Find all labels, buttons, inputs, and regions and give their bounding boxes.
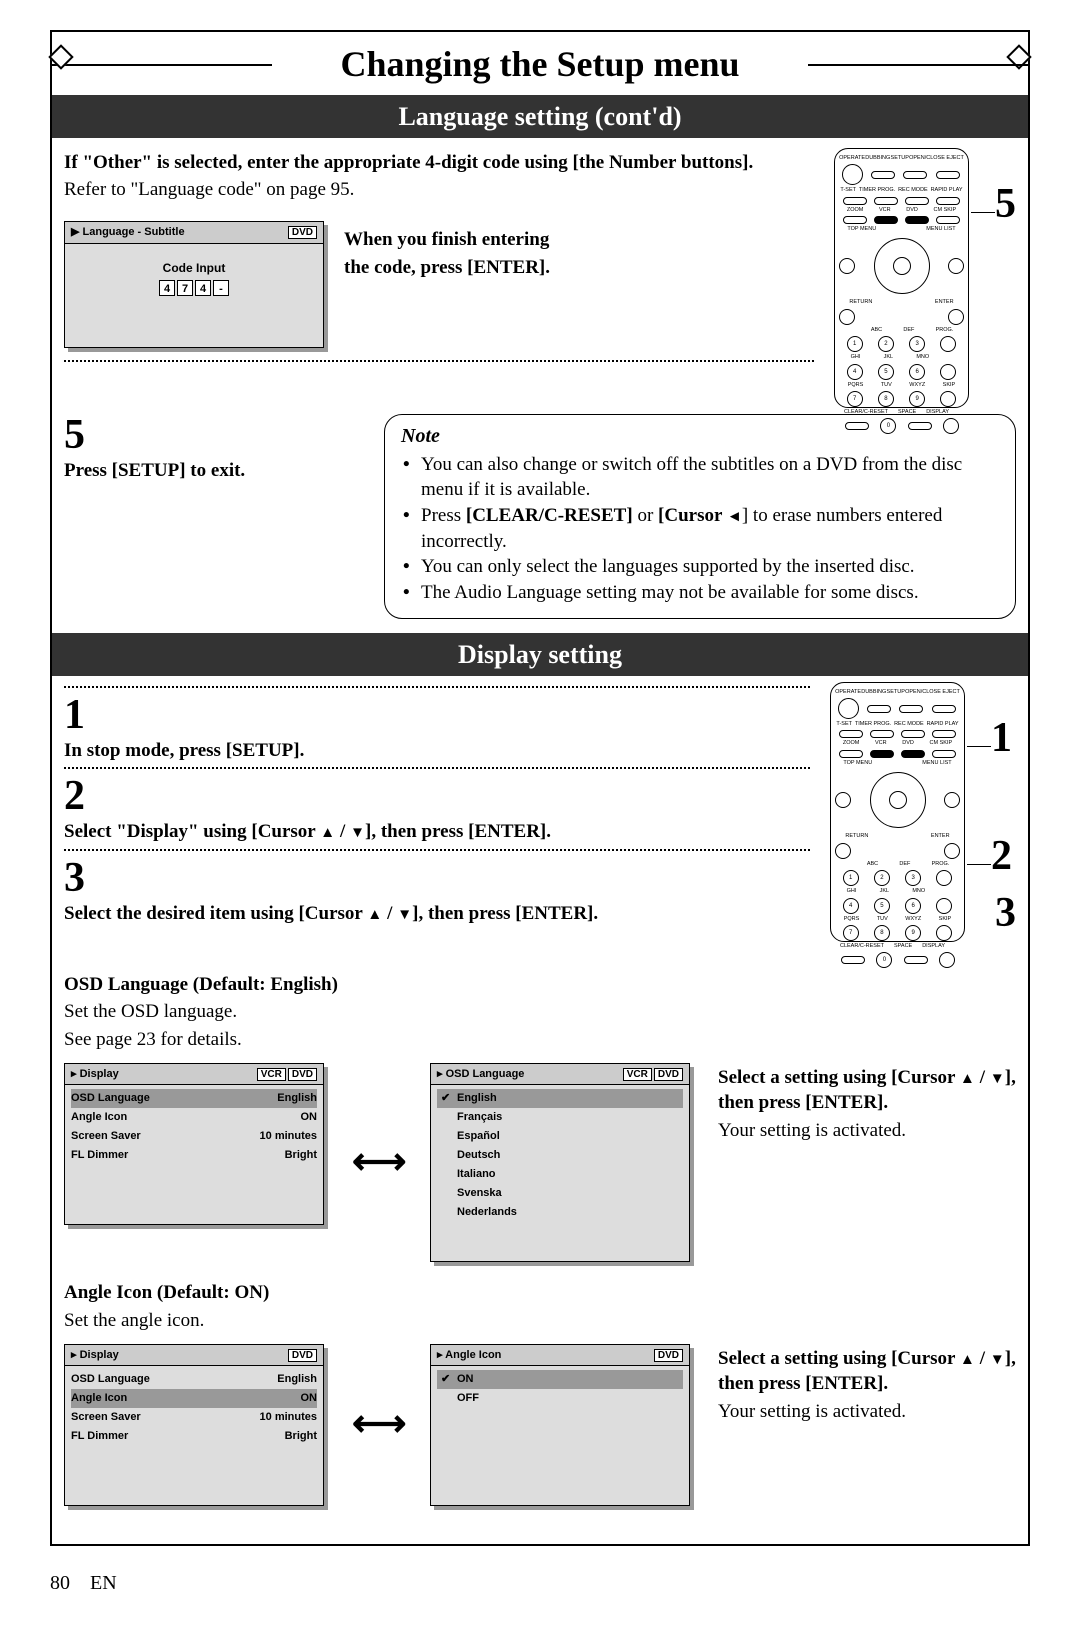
code-cell-2: 4 <box>195 280 211 296</box>
d-step2-num: 2 <box>64 775 810 817</box>
d-step1-num: 1 <box>64 694 810 736</box>
page-title-text: Changing the Setup menu <box>340 44 739 84</box>
d-step1-text: In stop mode, press [SETUP]. <box>64 738 810 764</box>
note-item-2: Press [CLEAR/C-RESET] or [Cursor ] to er… <box>415 503 999 554</box>
dialog-display-2: ▸ Display DVD OSD LanguageEnglish Angle … <box>64 1344 324 1507</box>
dialog-osd-language: ▸ OSD Language VCRDVD English Français E… <box>430 1063 690 1263</box>
code-cells: 474- <box>71 280 317 297</box>
code-cell-1: 7 <box>177 280 193 296</box>
code-input-label: Code Input <box>71 260 317 276</box>
angle-p: Set the angle icon. <box>64 1308 1016 1334</box>
lang-when-1: When you finish entering <box>344 227 550 253</box>
double-arrow-icon-2: ⟷ <box>352 1399 422 1450</box>
remote-callout-5: 5 <box>995 181 1016 227</box>
double-arrow-icon: ⟷ <box>352 1137 422 1188</box>
remote-illustration-2: OPERATEDUBBINGSETUPOPEN/CLOSE EJECT T-SE… <box>830 682 965 942</box>
activated-2: Your setting is activated. <box>718 1399 1016 1425</box>
lang-intro-bold: If "Other" is selected, enter the approp… <box>64 150 814 176</box>
osd-lang-p2: See page 23 for details. <box>64 1027 1016 1053</box>
badge-dvd: DVD <box>288 226 317 239</box>
section-display-bar: Display setting <box>52 633 1028 676</box>
d-step3-num: 3 <box>64 857 810 899</box>
note-item-1: You can also change or switch off the su… <box>415 452 999 503</box>
note-item-3: You can only select the languages suppor… <box>415 554 999 580</box>
step-5-number: 5 <box>64 414 354 456</box>
remote-illustration-1: OPERATEDUBBINGSETUPOPEN/CLOSE EJECT T-SE… <box>834 148 969 408</box>
osd-lang-p1: Set the OSD language. <box>64 999 1016 1025</box>
dialog-language-subtitle: ▶ Language - Subtitle DVD Code Input 474… <box>64 221 324 348</box>
code-cell-0: 4 <box>159 280 175 296</box>
select-setting-2: Select a setting using [Cursor / ], then… <box>718 1346 1016 1397</box>
page-footer: 80 EN <box>50 1570 1030 1597</box>
note-box: Note You can also change or switch off t… <box>384 414 1016 619</box>
remote-callout-2: 2 <box>991 833 1012 879</box>
d-step3-text: Select the desired item using [Cursor / … <box>64 901 810 927</box>
osd-lang-heading: OSD Language (Default: English) <box>64 972 1016 998</box>
code-cell-3: - <box>213 280 229 296</box>
select-setting-1: Select a setting using [Cursor / ], then… <box>718 1065 1016 1116</box>
dialog-angle-icon: ▸ Angle Icon DVD ON OFF <box>430 1344 690 1507</box>
remote-callout-1: 1 <box>991 715 1012 761</box>
note-item-4: The Audio Language setting may not be av… <box>415 580 999 606</box>
section-language-bar: Language setting (cont'd) <box>52 95 1028 138</box>
lang-intro-ref: Refer to "Language code" on page 95. <box>64 177 814 203</box>
page-title: Changing the Setup menu <box>64 40 1016 89</box>
dialog-display-1: ▸ Display VCRDVD OSD LanguageEnglish Ang… <box>64 1063 324 1226</box>
d-step2-text: Select "Display" using [Cursor / ], then… <box>64 819 810 845</box>
remote-callout-3: 3 <box>995 890 1016 936</box>
angle-heading: Angle Icon (Default: ON) <box>64 1280 1016 1306</box>
step-5-text: Press [SETUP] to exit. <box>64 458 354 484</box>
activated-1: Your setting is activated. <box>718 1118 1016 1144</box>
dialog-lang-sub-title: Language - Subtitle <box>83 226 185 238</box>
lang-when-2: the code, press [ENTER]. <box>344 255 550 281</box>
